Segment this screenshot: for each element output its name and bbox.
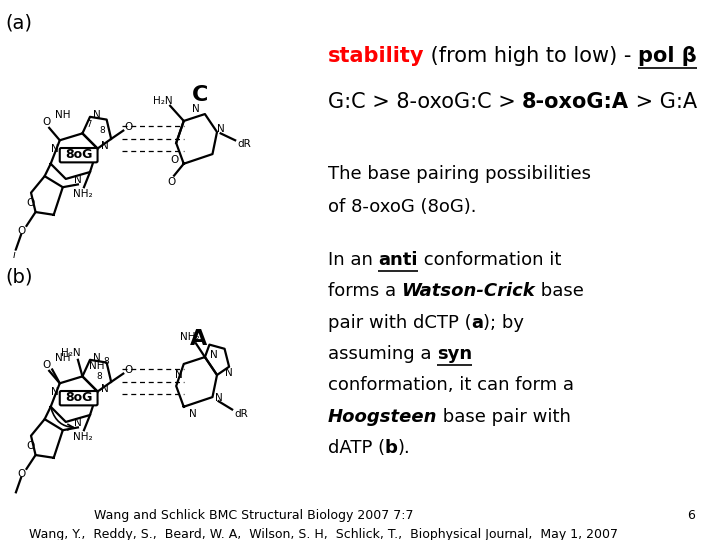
Text: N: N: [93, 354, 101, 363]
Text: anti: anti: [378, 251, 418, 269]
Text: (b): (b): [6, 267, 33, 286]
Text: 8: 8: [99, 126, 105, 135]
Text: N: N: [102, 141, 109, 151]
FancyBboxPatch shape: [60, 391, 98, 406]
Text: N: N: [189, 409, 197, 419]
Text: 8: 8: [96, 372, 102, 381]
Text: A: A: [190, 329, 207, 349]
Text: N: N: [74, 418, 82, 428]
Text: N: N: [176, 370, 183, 380]
Text: (a): (a): [6, 14, 33, 32]
Text: conformation, it can form a: conformation, it can form a: [328, 376, 574, 394]
Text: O: O: [125, 365, 132, 375]
Text: C: C: [192, 85, 209, 105]
Text: NH₂: NH₂: [73, 189, 92, 199]
Text: assuming a: assuming a: [328, 345, 437, 363]
Text: G:C > 8-oxoG:C >: G:C > 8-oxoG:C >: [328, 92, 522, 112]
Text: ); by: ); by: [483, 314, 524, 332]
Text: base: base: [535, 282, 584, 300]
Text: NH: NH: [55, 110, 71, 120]
FancyBboxPatch shape: [60, 148, 98, 163]
Text: N: N: [102, 384, 109, 394]
Text: stability: stability: [328, 46, 424, 66]
Text: Watson-Crick: Watson-Crick: [402, 282, 535, 300]
Text: b: b: [384, 439, 397, 457]
Text: dR: dR: [238, 139, 251, 148]
Text: NH₂: NH₂: [73, 432, 92, 442]
Text: O: O: [42, 360, 50, 369]
Text: N: N: [215, 394, 222, 403]
Text: O: O: [125, 122, 132, 132]
Text: O: O: [17, 469, 25, 479]
Text: O: O: [26, 441, 35, 451]
Text: 7: 7: [86, 120, 92, 129]
Text: base pair with: base pair with: [437, 408, 571, 426]
Text: (from high to low) -: (from high to low) -: [424, 46, 638, 66]
Text: > G:A: > G:A: [629, 92, 697, 112]
Text: H₂N: H₂N: [153, 96, 172, 106]
Text: pair with dCTP (: pair with dCTP (: [328, 314, 471, 332]
Text: 6: 6: [687, 509, 695, 522]
Text: dATP (: dATP (: [328, 439, 384, 457]
Text: i: i: [13, 250, 16, 260]
Text: 8oG: 8oG: [65, 148, 92, 161]
Text: N: N: [51, 144, 59, 154]
Text: dR: dR: [234, 409, 248, 419]
Text: The base pairing possibilities: The base pairing possibilities: [328, 165, 590, 183]
Text: Wang, Y.,  Reddy, S.,  Beard, W. A,  Wilson, S. H,  Schlick, T.,  Biophysical Jo: Wang, Y., Reddy, S., Beard, W. A, Wilson…: [29, 528, 618, 540]
Text: Wang and Schlick BMC Structural Biology 2007 7:7: Wang and Schlick BMC Structural Biology …: [94, 509, 413, 522]
Text: NH: NH: [89, 361, 105, 371]
Text: NH: NH: [55, 353, 71, 363]
Text: NH₂: NH₂: [180, 332, 199, 342]
Text: 8-oxoG:A: 8-oxoG:A: [522, 92, 629, 112]
Text: N: N: [192, 104, 199, 114]
Text: O: O: [42, 117, 50, 126]
Text: O: O: [26, 198, 35, 208]
Text: N: N: [93, 111, 101, 120]
Text: N: N: [217, 124, 225, 134]
Text: N: N: [74, 176, 82, 185]
Text: N: N: [51, 387, 59, 397]
Text: O: O: [167, 177, 175, 187]
Text: of 8-oxoG (8oG).: of 8-oxoG (8oG).: [328, 198, 476, 216]
Text: Hoogsteen: Hoogsteen: [328, 408, 437, 426]
Text: H₂N: H₂N: [60, 348, 80, 358]
Text: N: N: [225, 368, 233, 378]
Text: syn: syn: [437, 345, 472, 363]
Text: In an: In an: [328, 251, 378, 269]
Text: 8: 8: [104, 357, 109, 366]
Text: ).: ).: [397, 439, 410, 457]
Text: pol β: pol β: [638, 46, 697, 66]
Text: O: O: [170, 154, 178, 165]
Text: a: a: [471, 314, 483, 332]
Text: 8oG: 8oG: [65, 392, 92, 404]
Text: N: N: [210, 350, 218, 360]
Text: forms a: forms a: [328, 282, 402, 300]
Text: conformation it: conformation it: [418, 251, 561, 269]
Text: O: O: [17, 226, 25, 236]
